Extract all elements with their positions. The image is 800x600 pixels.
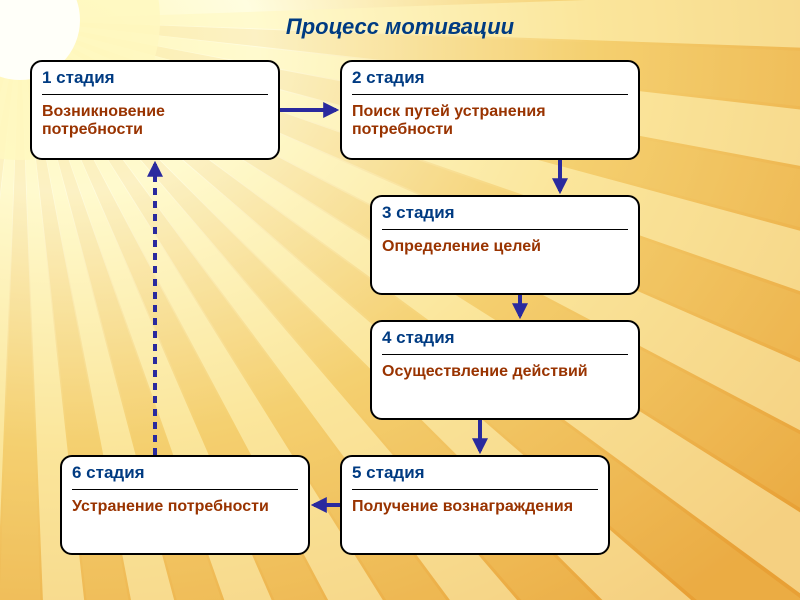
stage-body: Возникновение потребности — [42, 103, 268, 139]
diagram-canvas: Процесс мотивации 1 стадия Возникновение … — [0, 0, 800, 600]
stage-box-1: 1 стадия Возникновение потребности — [30, 60, 280, 160]
stage-body: Поиск путей устранения потребности — [352, 103, 628, 139]
stage-box-5: 5 стадия Получение вознаграждения — [340, 455, 610, 555]
stage-header: 5 стадия — [352, 463, 598, 490]
stage-box-6: 6 стадия Устранение потребности — [60, 455, 310, 555]
stage-header: 2 стадия — [352, 68, 628, 95]
stage-box-2: 2 стадия Поиск путей устранения потребнос… — [340, 60, 640, 160]
stage-body: Осуществление действий — [382, 363, 628, 381]
stage-header: 1 стадия — [42, 68, 268, 95]
stage-box-3: 3 стадия Определение целей — [370, 195, 640, 295]
stage-box-4: 4 стадия Осуществление действий — [370, 320, 640, 420]
stage-body: Устранение потребности — [72, 498, 298, 516]
stage-header: 3 стадия — [382, 203, 628, 230]
stage-body: Определение целей — [382, 238, 628, 256]
stage-header: 6 стадия — [72, 463, 298, 490]
diagram-title: Процесс мотивации — [0, 14, 800, 40]
stage-body: Получение вознаграждения — [352, 498, 598, 516]
stage-header: 4 стадия — [382, 328, 628, 355]
